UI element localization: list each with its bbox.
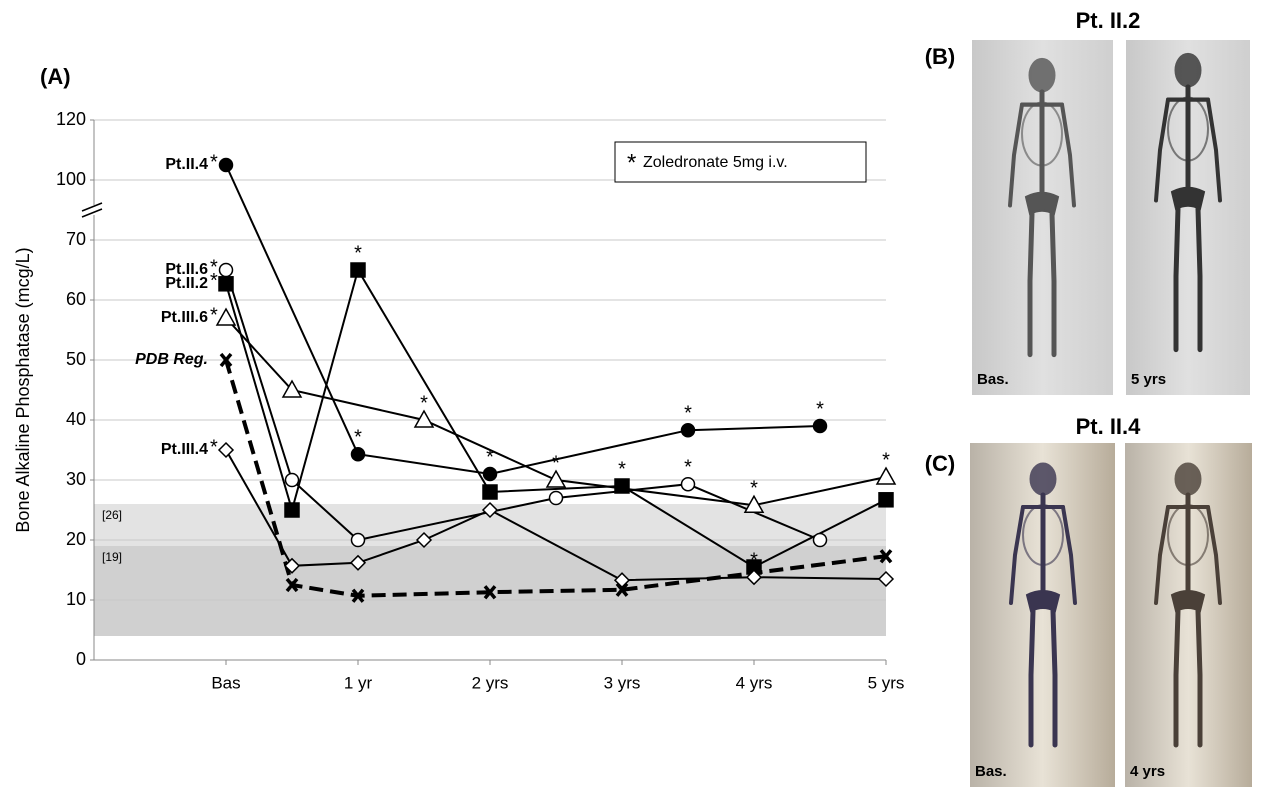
marker — [220, 159, 233, 172]
marker — [682, 424, 695, 437]
y-axis-title: Bone Alkaline Phosphatase (mcg/L) — [13, 247, 33, 532]
panel-label: (C) — [925, 451, 956, 476]
series-line — [226, 270, 820, 540]
dose-marker: * — [750, 477, 758, 499]
series-label: Pt.II.2 — [165, 275, 208, 292]
band-label: [19] — [102, 550, 122, 564]
dose-marker: * — [750, 549, 758, 571]
dose-marker: * — [882, 449, 890, 471]
image-caption: 5 yrs — [1131, 371, 1166, 388]
y-tick-label: 40 — [66, 409, 86, 429]
marker — [814, 534, 827, 547]
x-tick-label: 4 yrs — [736, 673, 773, 692]
image-caption: Bas. — [975, 763, 1007, 780]
dose-marker: * — [210, 270, 218, 292]
y-tick-label: 30 — [66, 469, 86, 489]
image-caption: 4 yrs — [1130, 763, 1165, 780]
x-tick-label: 5 yrs — [868, 673, 905, 692]
legend-text: Zoledronate 5mg i.v. — [643, 154, 788, 171]
dose-marker: * — [210, 436, 218, 458]
marker — [219, 277, 233, 291]
x-tick-label: 2 yrs — [472, 673, 509, 692]
x-tick-label: 1 yr — [344, 673, 373, 692]
y-tick-label: 0 — [76, 649, 86, 669]
marker — [682, 478, 695, 491]
legend-marker: * — [627, 149, 636, 176]
image-title: Pt. II.4 — [1076, 414, 1142, 439]
marker — [879, 493, 893, 507]
image-title: Pt. II.2 — [1076, 8, 1141, 33]
y-tick-label: 120 — [56, 109, 86, 129]
y-tick-label: 100 — [56, 169, 86, 189]
band-label: [26] — [102, 508, 122, 522]
series-label: Pt.III.4 — [161, 441, 208, 458]
plot-area: [26] [19] 0 10 20 30 40 50 60 70 100 120 Bas 1 yr 2 yr… — [56, 109, 904, 693]
dose-marker: * — [684, 456, 692, 478]
dose-marker: * — [486, 482, 494, 504]
marker — [615, 479, 629, 493]
series-label: PDB Reg. — [135, 351, 208, 368]
y-tick-label: 60 — [66, 289, 86, 309]
x-tick-label: 3 yrs — [604, 673, 641, 692]
dose-marker: * — [420, 392, 428, 414]
dose-marker: * — [210, 151, 218, 173]
panel-label: (A) — [40, 64, 71, 89]
marker — [550, 492, 563, 505]
marker — [220, 264, 233, 277]
y-tick-label: 20 — [66, 529, 86, 549]
marker — [219, 443, 233, 457]
x-tick-label: Bas — [211, 673, 240, 692]
marker — [352, 448, 365, 461]
marker — [352, 534, 365, 547]
dose-marker: * — [354, 242, 362, 264]
dose-marker: * — [816, 398, 824, 420]
y-tick-label: 70 — [66, 229, 86, 249]
marker — [285, 503, 299, 517]
dose-marker: * — [210, 304, 218, 326]
image-caption: Bas. — [977, 371, 1009, 388]
legend: * Zoledronate 5mg i.v. — [615, 142, 866, 182]
dose-marker: * — [684, 402, 692, 424]
series-label: Pt.III.6 — [161, 309, 208, 326]
y-tick-label: 50 — [66, 349, 86, 369]
panel-label: (B) — [925, 44, 956, 69]
dose-marker: * — [618, 458, 626, 480]
dose-marker: * — [552, 452, 560, 474]
marker — [814, 420, 827, 433]
figure: (A) Bone Alkaline Phosphatase (mcg/L) [2… — [0, 0, 1262, 789]
series-label: Pt.II.4 — [165, 156, 208, 173]
marker — [286, 474, 299, 487]
y-tick-label: 10 — [66, 589, 86, 609]
dose-marker: * — [354, 426, 362, 448]
marker — [217, 309, 235, 325]
marker — [351, 263, 365, 277]
